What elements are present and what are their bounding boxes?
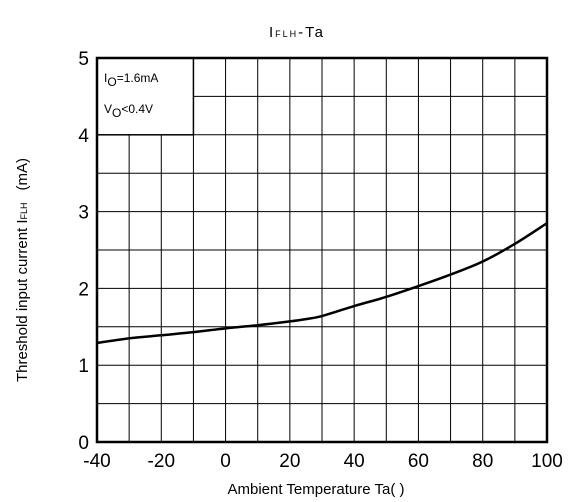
y-tick-label: 0 bbox=[78, 433, 89, 454]
chart-title: IFLH-Ta bbox=[269, 24, 325, 41]
x-tick-label: 100 bbox=[531, 451, 563, 472]
y-tick-label: 1 bbox=[78, 356, 89, 377]
y-tick-label: 5 bbox=[78, 49, 89, 70]
legend-io: IO=1.6mA bbox=[104, 71, 158, 89]
plot-frame bbox=[95, 56, 549, 444]
tick-labels: -40 -20 0 20 40 60 80 100 0 1 2 3 4 5 bbox=[78, 49, 562, 472]
legend-box bbox=[96, 57, 195, 136]
legend-vo: VO<0.4V bbox=[104, 102, 153, 120]
y-tick-label: 2 bbox=[78, 279, 89, 300]
grid bbox=[96, 57, 548, 443]
x-axis-label: Ambient Temperature Ta( ) bbox=[227, 481, 404, 498]
y-tick-label: 3 bbox=[78, 203, 89, 224]
y-tick-label: 4 bbox=[78, 126, 89, 147]
x-tick-label: -20 bbox=[148, 451, 175, 472]
series-layer bbox=[96, 222, 548, 345]
x-tick-label: 80 bbox=[472, 451, 493, 472]
x-tick-label: -40 bbox=[83, 451, 110, 472]
x-tick-label: 0 bbox=[220, 451, 231, 472]
series-line bbox=[96, 222, 548, 345]
legend: IO=1.6mA VO<0.4V bbox=[96, 57, 195, 136]
x-tick-label: 60 bbox=[408, 451, 429, 472]
y-axis-label: Threshold input current IFLH(mA) bbox=[14, 158, 31, 382]
x-tick-label: 20 bbox=[279, 451, 300, 472]
x-tick-label: 40 bbox=[344, 451, 365, 472]
